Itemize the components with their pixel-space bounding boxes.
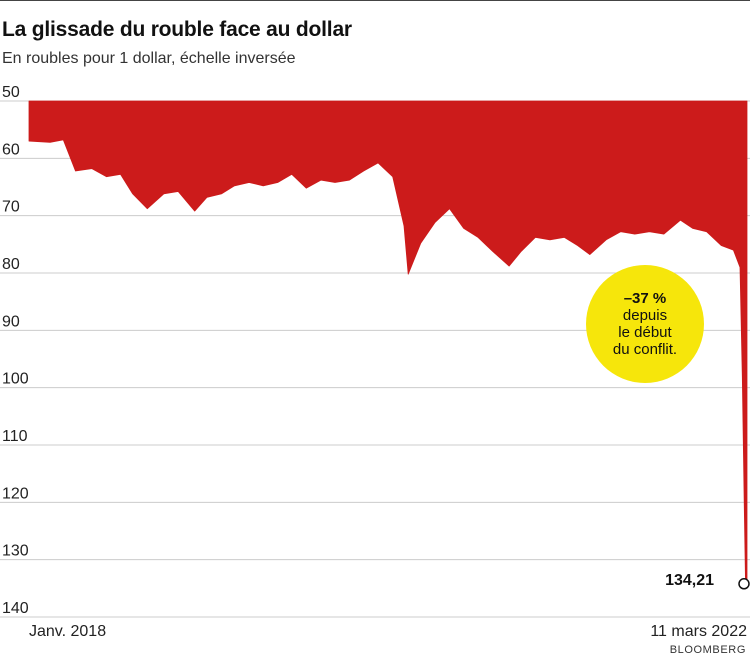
y-tick-50: 50 xyxy=(2,84,20,101)
source-credit: BLOOMBERG xyxy=(669,644,746,656)
marker-layer xyxy=(738,578,750,590)
y-tick-140: 140 xyxy=(2,600,29,617)
annotation-percent: –37 % xyxy=(623,290,667,307)
y-tick-labels: 50 60 70 80 90 100 110 120 130 140 xyxy=(2,84,29,617)
series-layer xyxy=(28,100,748,589)
y-tick-130: 130 xyxy=(2,543,29,560)
y-tick-70: 70 xyxy=(2,199,20,216)
annotation-line-1: depuis xyxy=(622,307,668,324)
annotation-line-3: du conflit. xyxy=(612,341,678,358)
annotation-line-2: le début xyxy=(618,324,672,341)
y-tick-110: 110 xyxy=(2,428,28,445)
chart-subtitle: En roubles pour 1 dollar, échelle invers… xyxy=(2,50,296,67)
last-value-label: 134,21 xyxy=(665,572,714,589)
y-tick-60: 60 xyxy=(2,141,20,158)
top-rule xyxy=(0,0,750,1)
x-tick-end: 11 mars 2022 xyxy=(650,623,747,640)
conflict-annotation: –37 % depuis le début du conflit. xyxy=(586,265,704,383)
y-tick-90: 90 xyxy=(2,313,20,330)
y-tick-100: 100 xyxy=(2,371,29,388)
x-tick-start: Janv. 2018 xyxy=(29,623,106,640)
rouble-area xyxy=(28,100,748,589)
y-tick-120: 120 xyxy=(2,485,29,502)
last-value-marker xyxy=(738,578,750,590)
y-tick-80: 80 xyxy=(2,256,20,273)
x-tick-labels: Janv. 2018 11 mars 2022 xyxy=(29,623,747,640)
chart-title: La glissade du rouble face au dollar xyxy=(2,18,352,41)
